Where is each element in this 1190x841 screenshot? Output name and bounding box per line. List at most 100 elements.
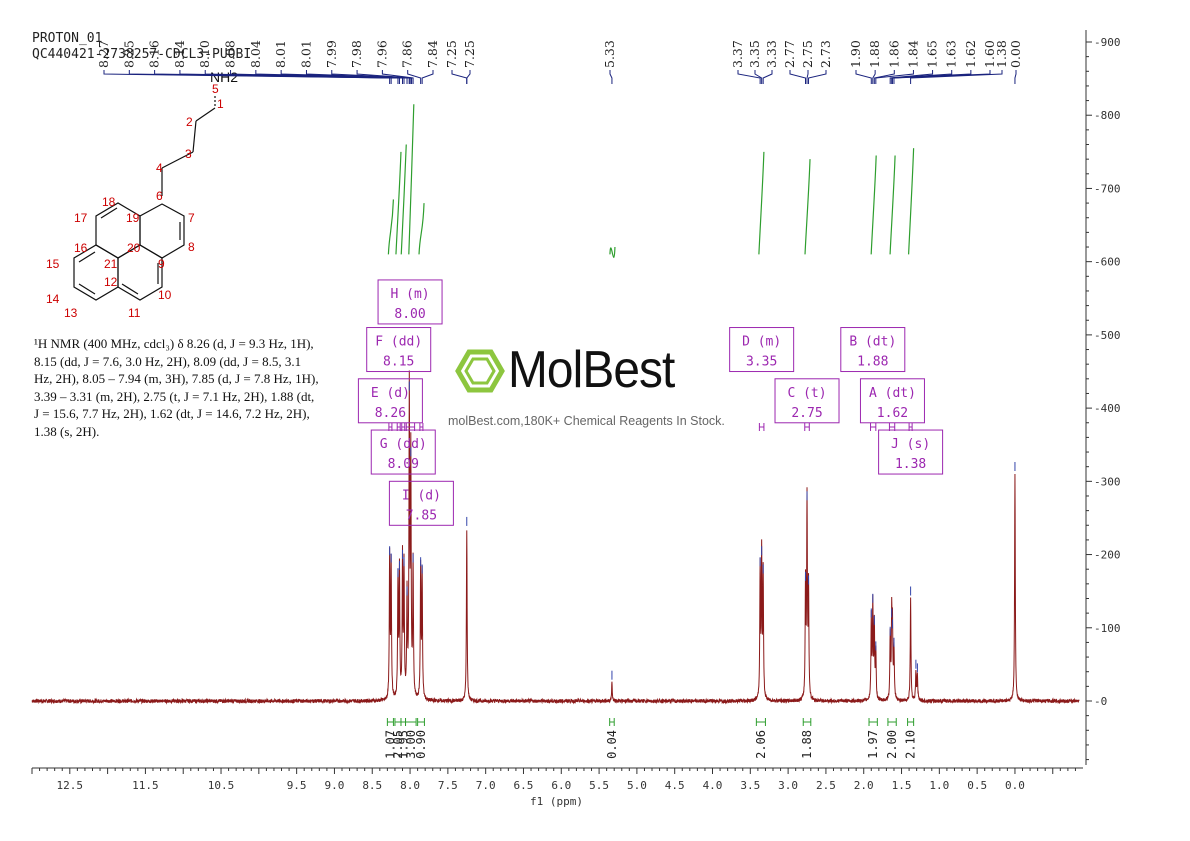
y-tick-label: -300	[1094, 475, 1121, 488]
x-tick-label: 4.5	[665, 779, 685, 792]
peak-label: 8.04	[248, 40, 263, 68]
x-tick-label: 7.0	[476, 779, 496, 792]
atom-number: 1	[217, 97, 224, 111]
atom-number: 16	[74, 241, 88, 255]
peak-label: 1.63	[944, 40, 959, 68]
multiplet-box	[377, 279, 443, 325]
atom-number: 11	[128, 306, 141, 320]
x-tick-label: 5.0	[627, 779, 647, 792]
integral-value: 2.05	[391, 730, 405, 759]
peak-label: 8.27	[96, 40, 111, 68]
description-line: 8.15 (dd, J = 7.6, 3.0 Hz, 2H), 8.09 (dd…	[34, 353, 302, 369]
peak-label-leader	[855, 70, 872, 84]
multiplet-label: D (m)	[742, 335, 781, 350]
x-tick-label: 5.5	[589, 779, 609, 792]
integral-curve	[400, 144, 407, 255]
multiplet-label: A (dt)	[869, 386, 916, 401]
peak-label: 2.73	[818, 40, 833, 68]
y-tick-label: -100	[1094, 622, 1121, 635]
integral-value: 1.97	[866, 730, 880, 759]
x-tick-label: 12.5	[57, 779, 84, 792]
x-tick-label: 1.0	[929, 779, 949, 792]
peak-label-leader	[873, 70, 895, 84]
x-tick-label: 3.0	[778, 779, 798, 792]
peak-label: 2.77	[782, 40, 797, 68]
peak-label: 7.96	[374, 40, 389, 68]
peak-label-leader	[789, 70, 807, 84]
atom-number: 3	[185, 147, 192, 161]
integral-value: 1.88	[800, 730, 814, 759]
integral-value: 1.07	[383, 730, 397, 759]
peak-label: 8.08	[223, 40, 238, 68]
peak-label: 8.25	[121, 40, 136, 68]
multiplet-label: E (d)	[371, 386, 410, 401]
integral-value: 0.90	[414, 730, 428, 759]
multiplet-shift: 1.88	[857, 355, 888, 370]
x-tick-label: 2.0	[854, 779, 874, 792]
integral-value: 1.95	[396, 730, 410, 759]
x-tick-label: 8.0	[400, 779, 420, 792]
integral-curve	[418, 203, 425, 255]
atom-number: 2	[186, 115, 193, 129]
integral-curve	[609, 247, 616, 258]
atom-number: 14	[46, 292, 60, 306]
multiplet-shift: 7.85	[406, 508, 437, 523]
x-tick-label: 10.5	[208, 779, 235, 792]
peak-label: 7.84	[425, 40, 440, 68]
peak-label: 8.01	[298, 40, 313, 68]
atom-number: 10	[158, 288, 172, 302]
molecule-structure	[73, 96, 216, 301]
y-tick-label: -0	[1094, 695, 1107, 708]
peak-label-leader	[806, 70, 809, 84]
integral-curve	[758, 151, 765, 255]
peak-label: 1.88	[867, 40, 882, 68]
atom-number: 19	[126, 211, 140, 225]
peak-label: 2.75	[800, 40, 815, 68]
atom-number: 21	[104, 257, 118, 271]
peak-label-leader	[893, 70, 991, 84]
integral-value: 2.06	[754, 730, 768, 759]
x-axis-label: f1 (ppm)	[530, 795, 583, 808]
multiplet-label: H (m)	[390, 287, 429, 302]
peak-label: 1.60	[982, 40, 997, 68]
multiplet-box	[366, 327, 432, 373]
peak-label: 7.98	[349, 40, 364, 68]
y-tick-label: -400	[1094, 402, 1121, 415]
x-tick-label: 9.5	[287, 779, 307, 792]
peak-label: 1.62	[963, 40, 978, 68]
peak-label-leader	[910, 70, 1003, 84]
multiplet-shift: 8.26	[375, 406, 406, 421]
peak-label: 8.16	[147, 40, 162, 68]
description-line: J = 15.6, 7.7 Hz, 2H), 1.62 (dt, J = 14.…	[34, 406, 310, 421]
description-line: Hz, 2H), 8.05 – 7.94 (m, 3H), 7.85 (d, J…	[34, 371, 319, 386]
integral-curve	[395, 151, 402, 255]
integral-curve	[908, 148, 915, 255]
peak-label: 1.65	[925, 40, 940, 68]
integral-curve	[408, 104, 415, 255]
peak-label: 7.99	[324, 40, 339, 68]
multiplet-shift: 8.15	[383, 355, 414, 370]
peak-label: 3.35	[747, 40, 762, 68]
y-tick-label: -200	[1094, 549, 1121, 562]
atom-number: 7	[188, 211, 195, 225]
peak-label-leader	[466, 70, 471, 84]
y-tick-label: -500	[1094, 329, 1121, 342]
x-tick-label: 8.5	[362, 779, 382, 792]
peak-marks	[389, 381, 1016, 680]
atom-number: 13	[64, 306, 78, 320]
peak-label-leader	[754, 70, 763, 84]
integral-curve	[889, 155, 896, 255]
x-tick-label: 0.0	[1005, 779, 1025, 792]
description-line: 3.39 – 3.31 (m, 2H), 2.75 (t, J = 7.1 Hz…	[34, 388, 315, 404]
y-tick-label: -800	[1094, 109, 1121, 122]
nmr-description: ¹H NMR (400 MHz, cdcl₃) δ 8.26 (d, J = 9…	[34, 335, 364, 440]
y-tick-label: -700	[1094, 182, 1121, 195]
peak-label-leader	[609, 70, 613, 84]
atom-number: 4	[156, 161, 163, 175]
amine-label: NH2	[210, 69, 238, 85]
multiplet-box	[357, 378, 423, 424]
peak-label-leader	[762, 70, 773, 84]
description-line: 1.38 (s, 2H).	[34, 423, 100, 439]
